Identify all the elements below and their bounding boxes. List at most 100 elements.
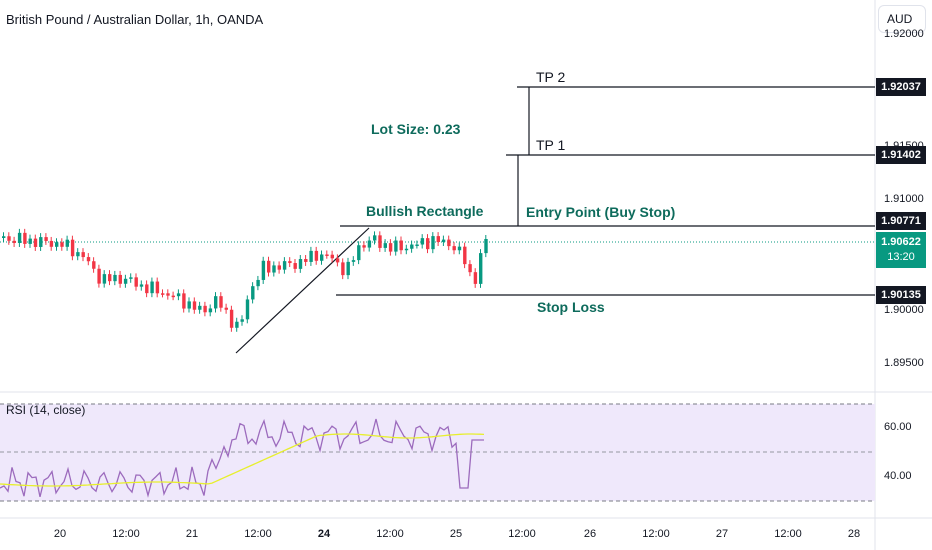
candle-body: [7, 236, 11, 241]
candle-body: [468, 264, 472, 273]
candle-body: [367, 240, 372, 248]
candle-body: [288, 261, 292, 264]
candle-body: [293, 263, 297, 269]
candle-body: [346, 261, 350, 276]
time-axis-label: 21: [185, 528, 199, 540]
stop-price-tag: 1.90135: [876, 286, 926, 304]
time-axis-label: 25: [449, 528, 463, 540]
candle-body: [129, 277, 133, 279]
candle-body: [256, 279, 260, 287]
price-axis-label: 1.90000: [884, 304, 924, 316]
current-price-tag: 1.90622 13:20: [876, 232, 926, 268]
candle-body: [251, 286, 255, 300]
candle-body: [240, 319, 244, 322]
candle-body: [17, 232, 22, 243]
candle-body: [341, 262, 345, 276]
candle-body: [113, 274, 117, 282]
candle-body: [12, 240, 16, 243]
candle-body: [176, 293, 181, 297]
candle-body: [76, 252, 80, 257]
candle-body: [65, 239, 69, 247]
candle-body: [325, 254, 329, 256]
candle-body: [415, 244, 419, 247]
candle-body: [335, 258, 340, 263]
candle-body: [235, 321, 239, 328]
rsi-indicator-label[interactable]: RSI (14, close): [6, 403, 86, 417]
time-axis-label: 26: [583, 528, 597, 540]
candle-body: [314, 250, 319, 261]
candle-body: [28, 238, 32, 244]
candle-body: [155, 281, 160, 294]
stop-loss-label: Stop Loss: [537, 299, 605, 315]
rsi-line: [0, 418, 484, 498]
candle-body: [2, 236, 6, 238]
time-axis-label: 20: [53, 528, 67, 540]
candle-body: [39, 237, 43, 247]
current-price: 1.90622: [881, 236, 921, 248]
time-axis-label: 12:00: [244, 528, 272, 540]
time-axis-label: 28: [847, 528, 861, 540]
candle-body: [267, 260, 271, 273]
candle-body: [484, 238, 488, 254]
candle-body: [166, 293, 170, 296]
candle-body: [55, 242, 59, 247]
time-axis-label: 12:00: [774, 528, 802, 540]
time-axis-label: 12:00: [508, 528, 536, 540]
candle-body: [182, 293, 186, 309]
candle-body: [463, 246, 467, 265]
candle-body: [60, 242, 64, 247]
entry-label: Entry Point (Buy Stop): [526, 204, 676, 220]
candle-body: [118, 274, 122, 284]
candle-body: [362, 245, 366, 248]
symbol-title[interactable]: British Pound / Australian Dollar, 1h, O…: [6, 12, 264, 27]
candle-body: [44, 237, 48, 241]
candle-body: [145, 284, 149, 294]
candle-body: [161, 293, 165, 295]
time-axis-label: 27: [715, 528, 729, 540]
price-axis-label: 1.91000: [884, 193, 924, 205]
candle-body: [108, 274, 112, 282]
tp1-price-tag: 1.91402: [876, 146, 926, 164]
candle-body: [282, 261, 287, 270]
lot-size-label: Lot Size: 0.23: [371, 121, 461, 137]
candle-body: [33, 238, 38, 247]
candlestick-series: [2, 228, 488, 332]
candle-body: [214, 296, 218, 309]
time-axis-label: 12:00: [112, 528, 140, 540]
candle-body: [208, 308, 213, 313]
candle-body: [378, 235, 382, 248]
candle-body: [479, 253, 483, 284]
candle-body: [357, 245, 361, 261]
candle-body: [399, 240, 403, 251]
candle-body: [320, 254, 324, 261]
candle-body: [86, 257, 91, 262]
candle-body: [150, 281, 154, 294]
candle-body: [452, 246, 456, 251]
currency-button[interactable]: AUD: [878, 5, 926, 33]
candle-body: [219, 296, 223, 308]
candle-body: [277, 265, 281, 270]
price-axis-label: 1.89500: [884, 357, 924, 369]
time-axis-label: 12:00: [642, 528, 670, 540]
candle-body: [436, 236, 440, 243]
candle-body: [134, 277, 138, 287]
candle-body: [410, 244, 414, 249]
candle-body: [426, 238, 430, 250]
candle-body: [404, 248, 409, 251]
rsi-axis-label: 40.00: [884, 470, 912, 482]
rsi-ma-line: [0, 433, 485, 487]
entry-price-tag: 1.90771: [876, 212, 926, 230]
tp2-price-tag: 1.92037: [876, 78, 926, 96]
candle-body: [309, 250, 313, 262]
time-axis-label: 24: [317, 528, 331, 540]
candle-body: [447, 239, 451, 247]
time-axis-label: 12:00: [376, 528, 404, 540]
bar-countdown: 13:20: [887, 251, 915, 263]
candle-body: [272, 265, 276, 273]
candle-body: [81, 252, 85, 258]
candle-body: [224, 307, 228, 310]
pattern-label: Bullish Rectangle: [366, 203, 484, 219]
candle-body: [187, 301, 191, 309]
